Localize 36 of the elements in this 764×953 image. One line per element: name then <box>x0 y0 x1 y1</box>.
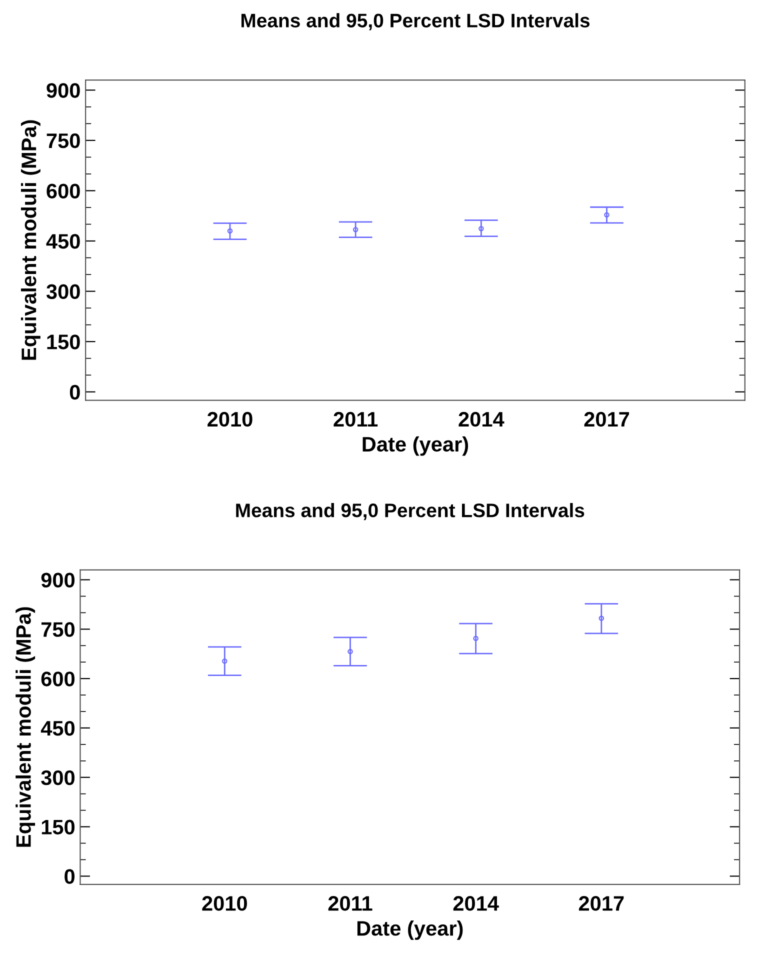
chart-title: Means and 95,0 Percent LSD Intervals <box>241 13 590 30</box>
point <box>473 636 478 642</box>
y-tick-label: 900 <box>46 83 80 98</box>
y-tick-label: 750 <box>46 133 80 148</box>
x-tick-label: 2014 <box>453 896 499 911</box>
y-tick-label: 150 <box>42 820 75 835</box>
y-tick-label: 750 <box>42 622 75 637</box>
x-axis-title: Date (year) <box>357 920 463 940</box>
y-axis-title: Equivalent moduli (MPa) <box>16 607 36 847</box>
y-tick-label: 600 <box>46 184 80 198</box>
point <box>222 658 228 664</box>
y-tick-label: 300 <box>46 284 80 300</box>
y-tick-label: 450 <box>40 720 75 736</box>
x-tick-label: 2017 <box>578 896 624 911</box>
x-tick-label: 2014 <box>458 412 504 427</box>
x-tick-label: 2010 <box>202 896 247 911</box>
point <box>478 226 484 232</box>
y-tick-label: 0 <box>70 384 80 400</box>
point <box>598 616 604 621</box>
y-tick-label: 150 <box>47 334 80 350</box>
y-tick-label: 300 <box>41 770 75 786</box>
y-tick-label: 600 <box>41 672 75 686</box>
point <box>227 228 233 234</box>
y-tick-label: 0 <box>64 869 75 884</box>
x-tick-label: 2011 <box>328 896 372 911</box>
x-tick-label: 2011 <box>334 412 378 427</box>
point <box>348 648 353 654</box>
y-tick-label: 450 <box>46 234 80 249</box>
point <box>352 226 358 232</box>
chart-title: Means and 95,0 Percent LSD Intervals <box>236 503 584 520</box>
y-axis-title: Equivalent moduli (MPa) <box>20 120 40 360</box>
y-tick-label: 900 <box>41 572 75 588</box>
x-tick-label: 2010 <box>208 412 252 427</box>
x-tick-label: 2017 <box>584 412 630 427</box>
x-axis-title: Date (year) <box>362 436 468 456</box>
point <box>604 212 610 218</box>
